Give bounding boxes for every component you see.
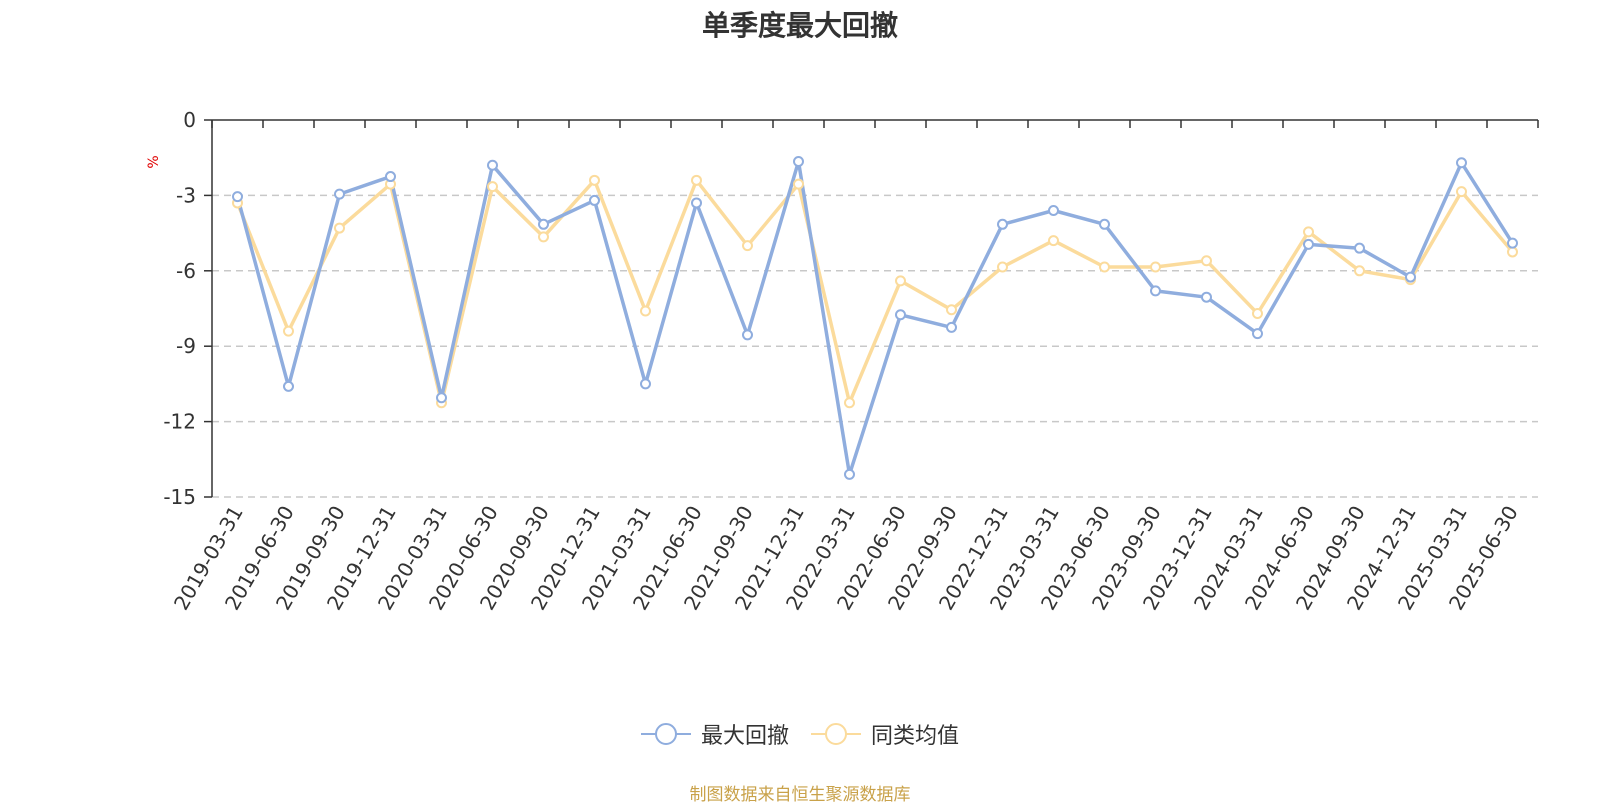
data-point-series-2 — [1507, 246, 1518, 258]
data-point-series-2 — [1456, 186, 1467, 198]
y-tick-label: -9 — [176, 334, 196, 358]
y-tick-label: -3 — [176, 183, 196, 207]
data-point-series-2 — [589, 174, 600, 186]
data-point-series-1 — [1252, 328, 1263, 340]
data-point-series-1 — [232, 191, 243, 203]
data-point-series-1 — [1150, 285, 1161, 297]
y-tick-label: -6 — [176, 259, 196, 283]
data-point-series-1 — [895, 309, 906, 321]
data-point-series-1 — [793, 155, 804, 167]
legend-item-series-1[interactable]: 最大回撤 — [640, 718, 789, 750]
data-point-series-2 — [895, 275, 906, 287]
axis-layer: 0-3-6-9-12-15%2019-03-312019-06-302019-0… — [146, 108, 1539, 614]
data-point-series-1 — [1405, 271, 1416, 283]
data-point-series-1 — [385, 171, 396, 183]
data-point-series-2 — [487, 181, 498, 193]
series-layer — [235, 159, 1514, 477]
data-point-series-1 — [640, 378, 651, 390]
source-note: 制图数据来自恒生聚源数据库 — [689, 785, 911, 805]
data-point-series-2 — [1048, 235, 1059, 247]
y-tick-label: -12 — [163, 410, 196, 434]
series-line-2 — [235, 178, 1514, 405]
data-point-series-2 — [1303, 226, 1314, 238]
data-point-series-1 — [334, 188, 345, 200]
data-point-series-2 — [640, 305, 651, 317]
data-point-series-1 — [487, 159, 498, 171]
y-tick-label: 0 — [183, 108, 196, 132]
data-point-series-2 — [1354, 265, 1365, 277]
data-point-series-2 — [283, 325, 294, 337]
data-point-series-2 — [742, 240, 753, 252]
data-point-series-2 — [691, 174, 702, 186]
legend-marker-series-2 — [811, 723, 861, 745]
data-point-series-1 — [1456, 157, 1467, 169]
data-point-series-1 — [946, 321, 957, 333]
data-point-series-2 — [997, 261, 1008, 273]
legend-label-series-1: 最大回撤 — [700, 724, 789, 749]
data-point-series-2 — [946, 304, 957, 316]
data-point-series-1 — [538, 218, 549, 230]
data-point-series-2 — [1150, 261, 1161, 273]
data-point-series-1 — [691, 197, 702, 209]
legend-marker-series-1 — [640, 723, 691, 745]
data-point-series-2 — [1252, 308, 1263, 320]
data-point-series-1 — [1048, 204, 1059, 216]
data-point-series-2 — [334, 222, 345, 234]
y-axis-unit: % — [146, 155, 162, 168]
data-point-series-1 — [1354, 242, 1365, 254]
data-point-series-2 — [1099, 261, 1110, 273]
data-point-series-1 — [844, 468, 855, 480]
data-point-series-2 — [1201, 255, 1212, 267]
data-point-series-1 — [283, 380, 294, 392]
data-point-series-2 — [538, 231, 549, 243]
data-point-series-2 — [793, 178, 804, 190]
data-point-series-1 — [1099, 218, 1110, 230]
data-point-series-1 — [436, 392, 447, 404]
legend: 最大回撤 同类均值 — [0, 718, 1600, 750]
point-layer — [232, 155, 1518, 480]
data-point-series-1 — [997, 218, 1008, 230]
data-point-series-1 — [1303, 238, 1314, 250]
chart-title: 单季度最大回撤 — [701, 9, 898, 42]
data-point-series-1 — [1201, 291, 1212, 303]
series-line-1 — [235, 159, 1514, 477]
data-point-series-1 — [742, 329, 753, 341]
data-point-series-1 — [589, 194, 600, 206]
data-point-series-2 — [844, 397, 855, 409]
y-tick-label: -15 — [163, 485, 196, 509]
data-point-series-1 — [1507, 237, 1518, 249]
legend-label-series-2: 同类均值 — [871, 724, 960, 749]
legend-item-series-2[interactable]: 同类均值 — [811, 718, 959, 750]
